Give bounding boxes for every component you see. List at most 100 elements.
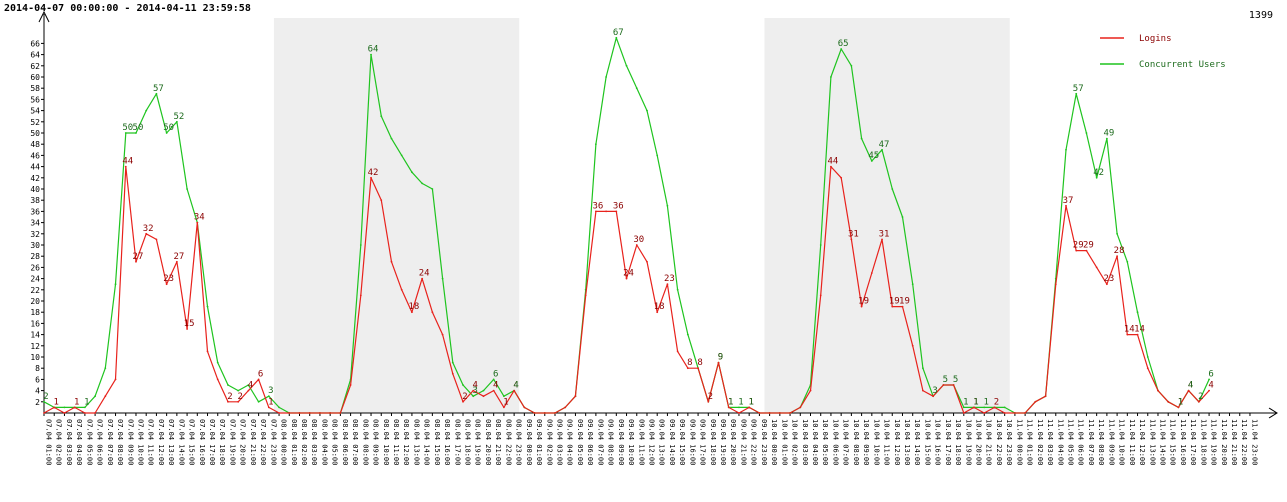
x-tick-label: 08.04 15:00 [433, 419, 441, 465]
data-point-concurrent-users [175, 120, 178, 123]
data-label-logins: 44 [828, 157, 839, 167]
data-point-logins [625, 277, 628, 280]
y-tick-label: 30 [30, 241, 40, 250]
data-label-concurrent-users: 1 [963, 397, 968, 407]
data-point-logins [973, 406, 975, 409]
series-line-concurrent-users [43, 37, 1210, 414]
data-label-concurrent-users: 9 [718, 353, 723, 363]
data-point-logins [267, 406, 270, 409]
x-tick-label: 10.04 20:00 [975, 419, 983, 465]
data-label-logins: 2 [994, 397, 999, 407]
data-point-logins [451, 372, 454, 375]
x-tick-label: 09.04 05:00 [576, 419, 584, 465]
x-tick-label: 08.04 10:00 [382, 419, 390, 465]
data-label-logins: 14 [1134, 325, 1145, 335]
data-label-logins: 4 [513, 381, 518, 391]
data-label-concurrent-users: 57 [1073, 84, 1084, 94]
x-tick-label: 07.04 20:00 [239, 419, 247, 465]
data-label-concurrent-users: 50 [133, 123, 144, 133]
x-tick-label: 11.04 02:00 [1036, 419, 1044, 465]
data-point-logins [1177, 406, 1180, 409]
data-label-concurrent-users: 1 [984, 397, 989, 407]
x-tick-label: 07.04 14:00 [177, 419, 185, 465]
x-tick-label: 08.04 23:00 [515, 419, 523, 465]
x-tick-label: 08.04 21:00 [494, 419, 502, 465]
data-label-logins: 2 [462, 392, 467, 402]
data-label-logins: 30 [633, 235, 644, 245]
x-tick-label: 11.04 13:00 [1148, 419, 1156, 465]
y-tick-label: 8 [35, 364, 40, 373]
data-point-logins [717, 361, 720, 364]
data-label-logins: 15 [184, 319, 195, 329]
y-tick-label: 42 [30, 174, 40, 183]
data-point-concurrent-users [1105, 137, 1108, 140]
y-axis-arrow [38, 10, 50, 23]
data-point-concurrent-users [482, 389, 485, 392]
x-tick-label: 10.04 23:00 [1005, 419, 1013, 465]
data-label-logins: 19 [889, 297, 900, 307]
data-label-logins: 1 [748, 397, 753, 407]
data-point-logins [738, 412, 740, 414]
data-point-logins [993, 406, 996, 409]
data-point-logins [1197, 400, 1200, 403]
data-point-logins [881, 238, 883, 241]
data-point-logins [686, 367, 689, 370]
data-point-concurrent-users [135, 132, 137, 134]
x-tick-label: 09.04 10:00 [627, 419, 635, 465]
data-point-concurrent-users [635, 87, 638, 90]
x-tick-label: 10.04 00:00 [770, 419, 778, 465]
data-point-logins [748, 406, 751, 409]
x-tick-label: 08.04 22:00 [504, 419, 512, 465]
y-tick-label: 38 [30, 196, 40, 205]
x-tick-label: 08.04 14:00 [423, 419, 431, 465]
data-point-logins [860, 305, 863, 308]
data-point-concurrent-users [227, 384, 229, 386]
x-tick-label: 09.04 14:00 [668, 419, 676, 465]
data-label-concurrent-users: 4 [1188, 381, 1193, 391]
data-label-logins: 19 [899, 297, 910, 307]
data-point-logins [298, 412, 301, 414]
data-point-logins [196, 221, 199, 224]
x-tick-label: 07.04 07:00 [106, 419, 114, 465]
x-tick-label: 09.04 09:00 [617, 419, 625, 465]
data-point-concurrent-users [492, 378, 495, 381]
data-point-concurrent-users [400, 154, 403, 157]
x-tick-label: 10.04 13:00 [903, 419, 911, 465]
x-tick-label: 11.04 21:00 [1230, 419, 1238, 465]
data-label-logins: 4 [248, 381, 253, 391]
y-tick-label: 12 [30, 342, 40, 351]
x-tick-label: 11.04 16:00 [1179, 419, 1187, 465]
x-tick-label: 07.04 10:00 [136, 419, 144, 465]
x-tick-label: 07.04 18:00 [218, 419, 226, 465]
data-label-concurrent-users: 5 [943, 375, 948, 385]
chart-legend: Logins Concurrent Users [1100, 34, 1226, 70]
x-tick-label: 10.04 16:00 [934, 419, 942, 465]
data-point-concurrent-users [257, 400, 260, 403]
x-tick-label: 07.04 13:00 [167, 419, 175, 465]
data-point-concurrent-users [1085, 132, 1088, 134]
data-point-logins [63, 412, 66, 414]
x-tick-label: 08.04 20:00 [484, 419, 492, 465]
y-tick-label: 54 [30, 107, 40, 116]
data-label-concurrent-users: 2 [43, 392, 48, 402]
data-point-logins [431, 311, 434, 314]
data-label-concurrent-users: 65 [838, 39, 849, 49]
data-point-logins [43, 412, 45, 414]
data-point-logins [922, 389, 924, 392]
data-point-logins [359, 294, 362, 297]
data-label-concurrent-users: 3 [932, 386, 937, 396]
data-point-logins [135, 260, 137, 263]
data-label-logins: 42 [368, 168, 379, 178]
data-label-concurrent-users: 42 [1093, 168, 1104, 178]
x-tick-label: 11.04 05:00 [1067, 419, 1075, 465]
data-point-concurrent-users [922, 367, 924, 370]
data-label-logins: 1 [268, 397, 273, 407]
data-point-logins [1003, 412, 1006, 414]
data-point-concurrent-users [1146, 356, 1149, 358]
shaded-day-bands [273, 18, 1010, 413]
y-tick-label: 36 [30, 207, 40, 216]
data-point-concurrent-users [370, 53, 372, 56]
data-point-logins [83, 412, 86, 414]
x-tick-label: 11.04 06:00 [1077, 419, 1085, 465]
y-tick-label: 50 [30, 129, 40, 138]
